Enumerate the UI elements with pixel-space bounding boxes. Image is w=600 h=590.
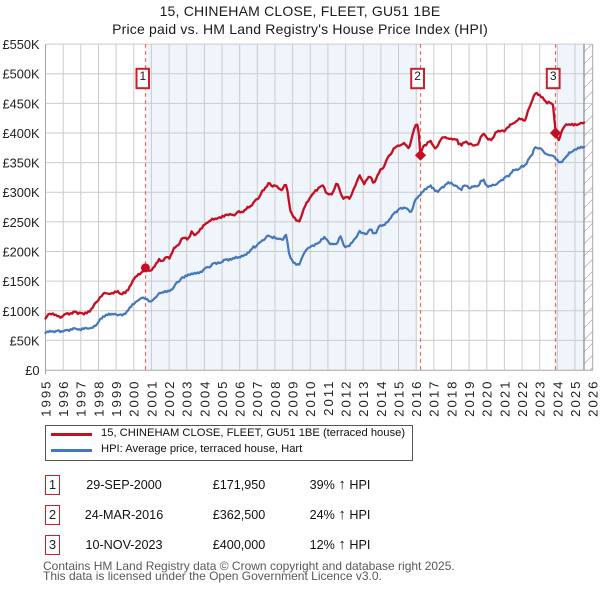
svg-text:£250K: £250K <box>2 215 39 230</box>
svg-text:2014: 2014 <box>374 380 389 417</box>
svg-text:£500K: £500K <box>2 67 39 82</box>
svg-text:2001: 2001 <box>144 380 159 417</box>
svg-text:2000: 2000 <box>127 380 142 417</box>
svg-text:2026: 2026 <box>586 380 600 417</box>
svg-text:2019: 2019 <box>462 380 477 417</box>
svg-text:2011: 2011 <box>321 380 336 416</box>
svg-text:2017: 2017 <box>427 380 442 417</box>
svg-text:2006: 2006 <box>233 380 248 417</box>
svg-text:1997: 1997 <box>74 380 89 417</box>
svg-text:2004: 2004 <box>197 380 212 417</box>
svg-text:2021: 2021 <box>497 380 512 417</box>
svg-text:£200K: £200K <box>2 245 39 260</box>
svg-text:2007: 2007 <box>250 380 265 417</box>
svg-text:2018: 2018 <box>444 380 459 417</box>
svg-text:2010: 2010 <box>303 380 318 417</box>
svg-text:2015: 2015 <box>391 380 406 417</box>
svg-text:2022: 2022 <box>515 380 530 417</box>
svg-text:2013: 2013 <box>356 380 371 417</box>
svg-text:2025: 2025 <box>568 380 583 417</box>
svg-text:2016: 2016 <box>409 380 424 417</box>
svg-text:£350K: £350K <box>2 156 39 171</box>
svg-text:2020: 2020 <box>480 380 495 417</box>
svg-text:£450K: £450K <box>2 96 39 111</box>
svg-text:2: 2 <box>414 69 421 83</box>
svg-text:2009: 2009 <box>286 380 301 417</box>
svg-text:1: 1 <box>139 69 146 83</box>
svg-text:2003: 2003 <box>180 380 195 417</box>
svg-text:2023: 2023 <box>533 380 548 417</box>
svg-text:£400K: £400K <box>2 126 39 141</box>
svg-text:£150K: £150K <box>2 274 39 289</box>
svg-text:2008: 2008 <box>268 380 283 417</box>
svg-text:2012: 2012 <box>339 380 354 417</box>
svg-text:1999: 1999 <box>109 380 124 417</box>
svg-text:3: 3 <box>550 69 557 83</box>
svg-text:2002: 2002 <box>162 380 177 417</box>
svg-text:£300K: £300K <box>2 185 39 200</box>
svg-text:2005: 2005 <box>215 380 230 417</box>
svg-text:£50K: £50K <box>10 333 40 348</box>
svg-text:£0: £0 <box>25 363 39 378</box>
svg-text:£550K: £550K <box>2 37 39 52</box>
svg-text:1996: 1996 <box>56 380 71 417</box>
svg-text:2024: 2024 <box>550 380 565 417</box>
svg-text:1998: 1998 <box>91 380 106 417</box>
svg-text:1995: 1995 <box>38 380 53 417</box>
svg-text:£100K: £100K <box>2 304 39 319</box>
